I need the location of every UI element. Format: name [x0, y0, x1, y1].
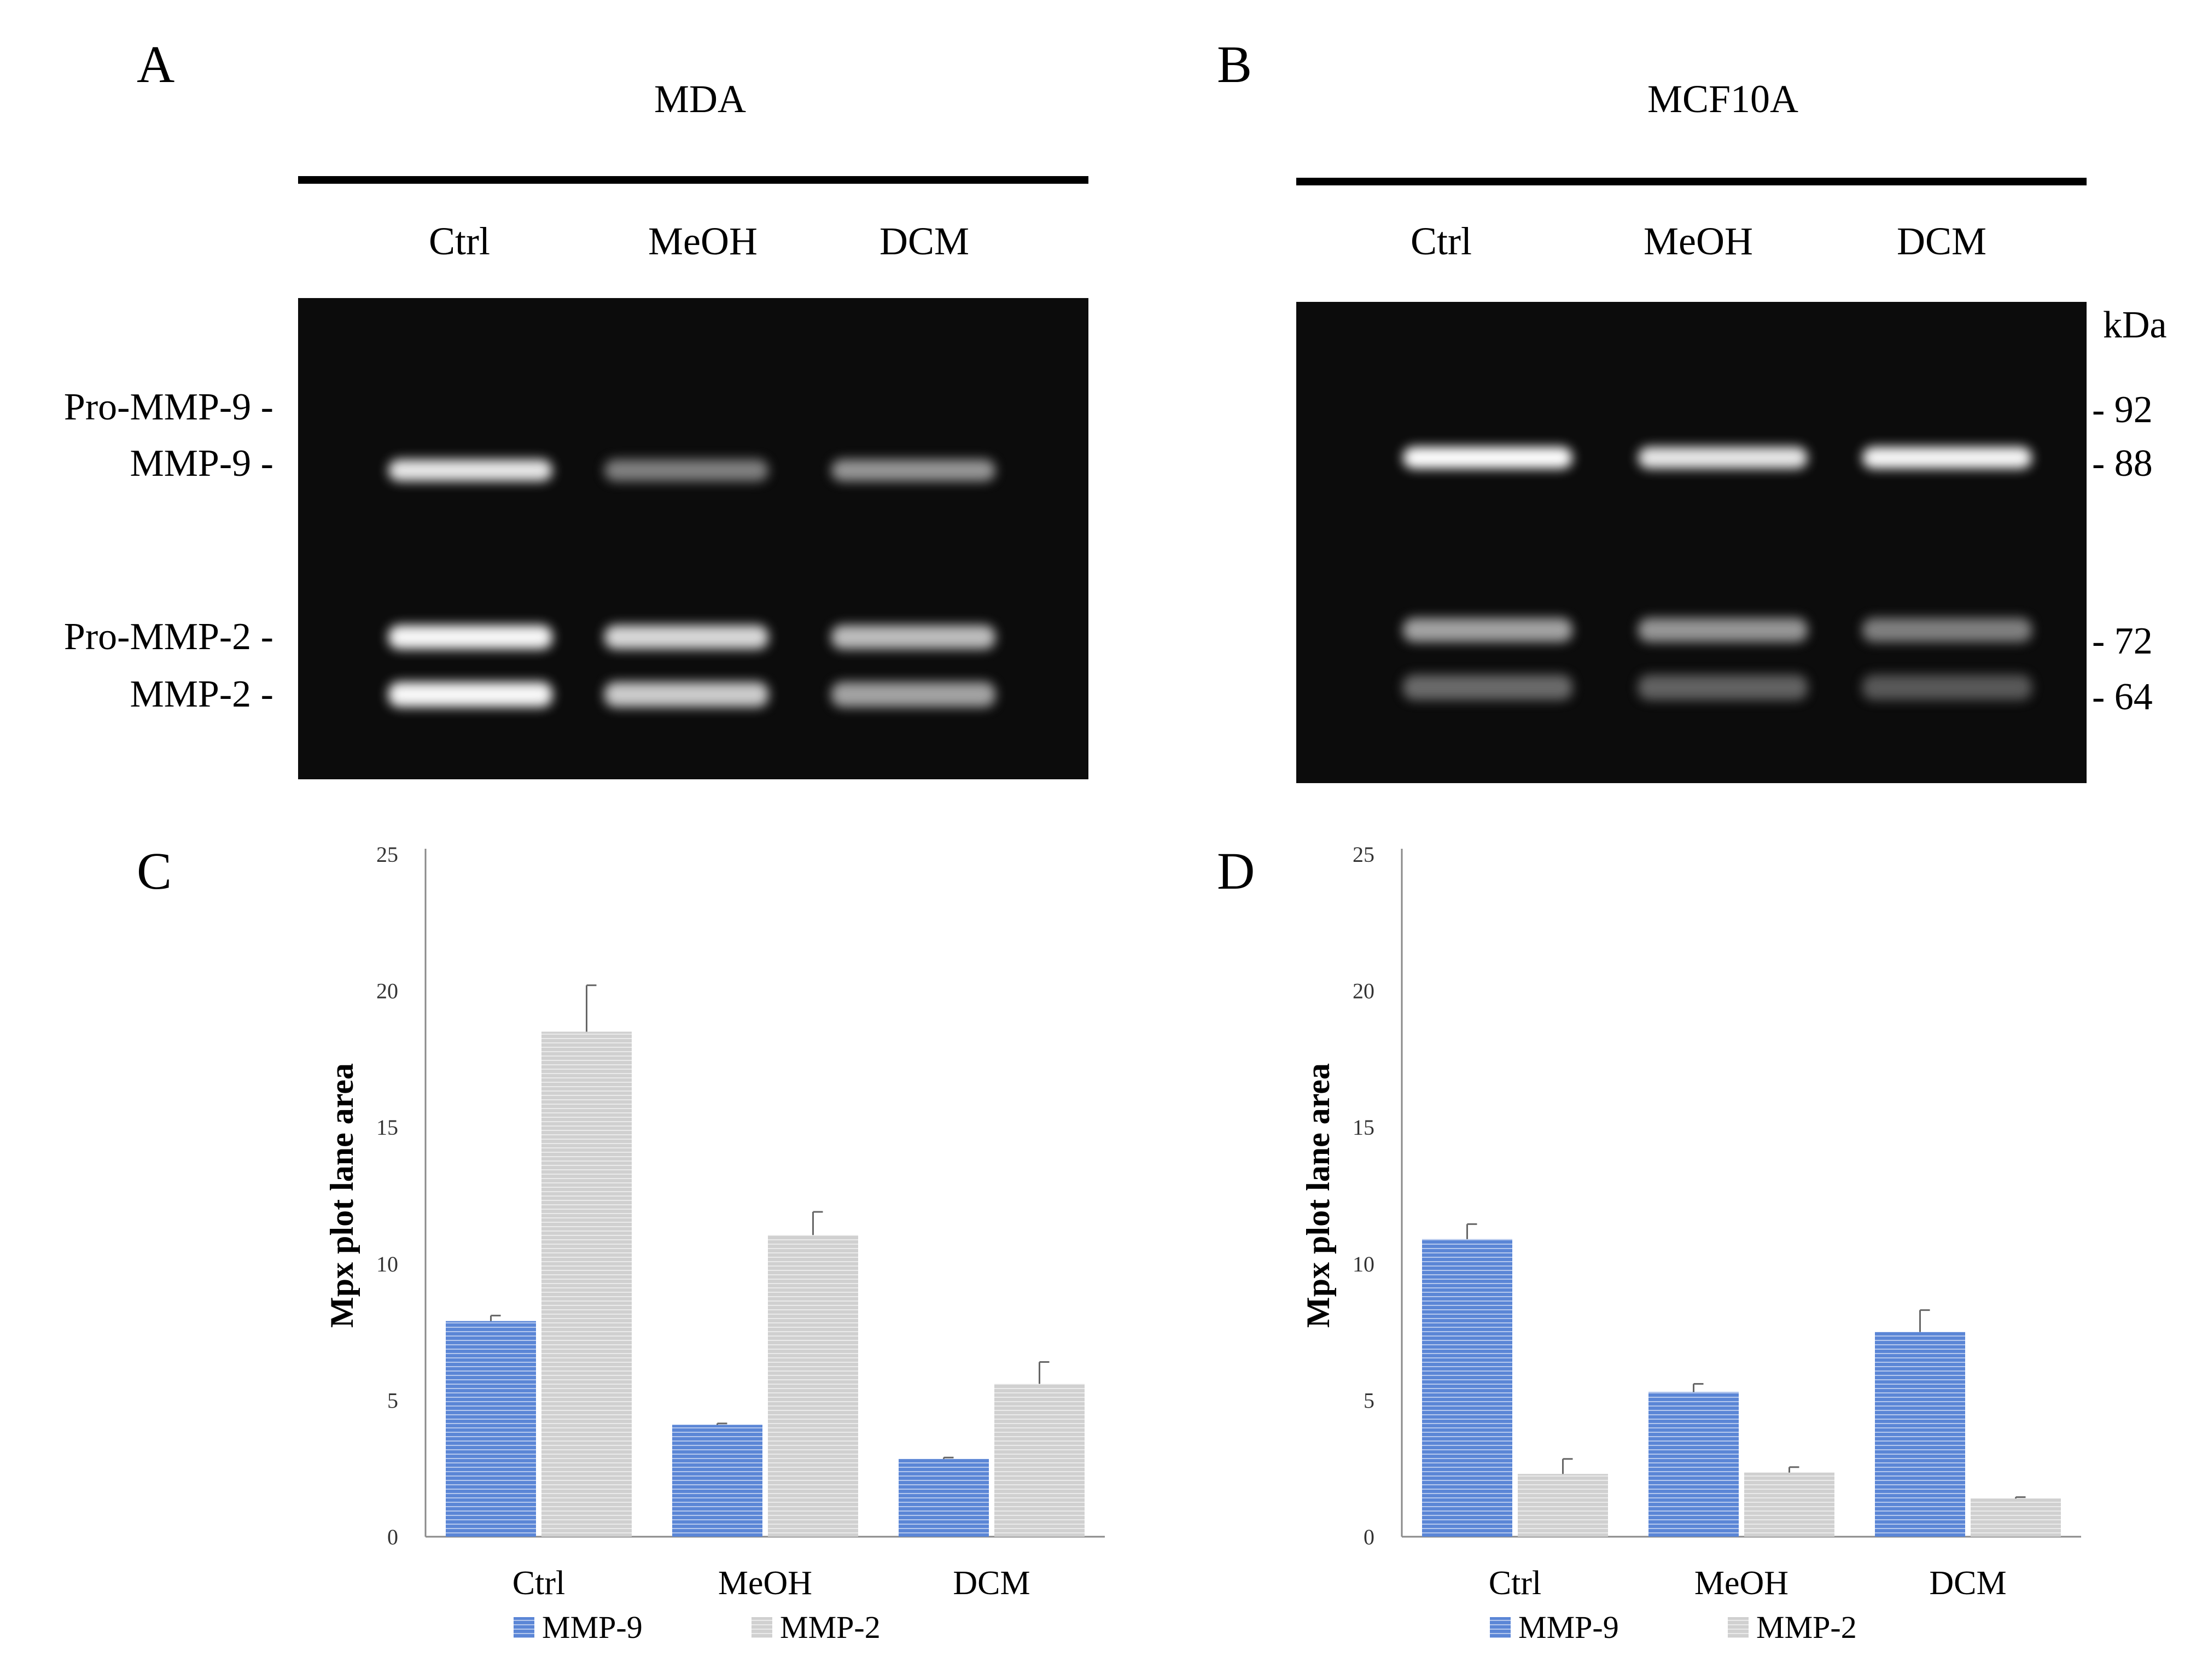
- band-label-pro-mmp9: Pro-MMP-9 -: [63, 386, 273, 428]
- y-tick-label: 0: [387, 1525, 398, 1549]
- band-label-pro-mmp2: Pro-MMP-2 -: [63, 616, 273, 658]
- panel-b-title: MCF10A: [1647, 77, 1799, 121]
- legend-swatch-mmp-9: [514, 1617, 534, 1638]
- gel-image-mda: [298, 298, 1088, 779]
- panel-b-rule: [1296, 178, 2087, 185]
- gel-band-mmp2-pro-lane-1: [1403, 618, 1572, 642]
- gel-band-mmp2-pro-lane-3: [1862, 618, 2032, 642]
- legend-label-mmp-9: MMP-9: [1518, 1609, 1619, 1645]
- gel-band-mmp9-lane-1: [388, 459, 552, 481]
- bar-mmp-9-ctrl: [446, 1321, 536, 1537]
- gel-band-mmp9-lane-1: [1403, 447, 1572, 469]
- panel-a-lane-ctrl: Ctrl: [428, 219, 490, 263]
- panel-b-lane-dcm: DCM: [1896, 219, 1987, 263]
- y-tick-label: 25: [1353, 842, 1374, 867]
- gel-band-mmp2-pro-lane-1: [388, 625, 552, 649]
- panel-letter-a: A: [137, 35, 175, 94]
- marker-88: - 88: [2092, 442, 2153, 485]
- gel-band-mmp2-lane-2: [1638, 675, 1808, 700]
- bar-chart-mcf10a: 0 5 10 15 20 25 Mpx plot lane area Ctrl MeOH DCM M…: [1300, 842, 2081, 1645]
- y-tick-label: 15: [376, 1115, 398, 1140]
- legend-label-mmp-2: MMP-2: [1756, 1609, 1857, 1645]
- panel-letter-c: C: [137, 842, 172, 900]
- bar-mmp-2-ctrl: [1518, 1474, 1608, 1537]
- gel-band-mmp2-lane-2: [604, 682, 768, 707]
- legend-label-mmp-2: MMP-2: [780, 1609, 881, 1645]
- y-tick-label: 20: [376, 979, 398, 1004]
- y-tick-label: 5: [387, 1388, 398, 1413]
- y-tick-label: 10: [1353, 1252, 1374, 1276]
- panel-a-rule: [298, 176, 1088, 184]
- x-tick-label: MeOH: [1694, 1565, 1788, 1602]
- gel-band-mmp2-pro-lane-3: [831, 625, 995, 649]
- legend-swatch-mmp-2: [751, 1617, 772, 1638]
- bar-mmp-9-meoh: [672, 1425, 762, 1537]
- bar-mmp-2-meoh: [1744, 1472, 1834, 1537]
- gel-band-mmp9-lane-3: [831, 459, 995, 481]
- legend-swatch-mmp-9: [1490, 1617, 1511, 1638]
- gel-band-mmp2-pro-lane-2: [1638, 618, 1808, 642]
- x-tick-label: MeOH: [718, 1565, 812, 1602]
- x-tick-label: DCM: [1929, 1565, 2006, 1602]
- y-tick-label: 25: [376, 842, 398, 867]
- legend-swatch-mmp-2: [1728, 1617, 1749, 1638]
- panel-b-lane-ctrl: Ctrl: [1410, 219, 1472, 263]
- bar-mmp-9-meoh: [1648, 1392, 1739, 1537]
- panel-a-lane-dcm: DCM: [879, 219, 970, 263]
- marker-92: - 92: [2092, 389, 2153, 431]
- gel-band-mmp2-pro-lane-2: [604, 625, 768, 649]
- band-label-mmp2: MMP-2 -: [130, 673, 273, 715]
- y-tick-label: 5: [1364, 1388, 1374, 1413]
- panel-a-title: MDA: [654, 77, 746, 121]
- gel-band-mmp9-lane-3: [1862, 447, 2032, 469]
- marker-64: - 64: [2092, 676, 2153, 718]
- gel-band-mmp2-lane-1: [388, 682, 552, 707]
- kda-unit-label: kDa: [2103, 304, 2167, 346]
- band-label-mmp9: MMP-9 -: [130, 442, 273, 485]
- bar-mmp-9-ctrl: [1422, 1239, 1512, 1537]
- bar-chart-mda: 0 5 10 15 20 25 Mpx plot lane area Ctrl MeOH DCM M…: [324, 842, 1105, 1645]
- panel-a-lane-meoh: MeOH: [648, 219, 758, 263]
- gel-band-mmp9-lane-2: [604, 459, 768, 481]
- bar-mmp-9-dcm: [1875, 1332, 1965, 1537]
- gel-image-mcf10a: [1296, 302, 2087, 783]
- panel-letter-b: B: [1217, 35, 1252, 94]
- panel-b-lane-meoh: MeOH: [1644, 219, 1753, 263]
- x-tick-label: Ctrl: [1489, 1565, 1541, 1602]
- gel-band-mmp2-lane-3: [831, 682, 995, 707]
- bar-mmp-2-dcm: [994, 1384, 1085, 1537]
- y-axis-label: Mpx plot lane area: [1300, 1063, 1336, 1328]
- bar-mmp-9-dcm: [899, 1459, 989, 1537]
- panel-letter-d: D: [1217, 842, 1255, 900]
- y-tick-label: 0: [1364, 1525, 1374, 1549]
- y-tick-label: 10: [376, 1252, 398, 1276]
- gel-band-mmp9-lane-2: [1638, 447, 1808, 469]
- y-axis-label: Mpx plot lane area: [324, 1063, 360, 1328]
- gel-band-mmp2-lane-3: [1862, 675, 2032, 700]
- bar-mmp-2-dcm: [1971, 1498, 2061, 1537]
- bar-mmp-2-ctrl: [541, 1031, 632, 1537]
- y-tick-label: 15: [1353, 1115, 1374, 1140]
- gel-background: [1296, 302, 2087, 783]
- x-tick-label: DCM: [953, 1565, 1030, 1602]
- bar-mmp-2-meoh: [768, 1235, 858, 1537]
- legend-label-mmp-9: MMP-9: [542, 1609, 643, 1645]
- y-tick-label: 20: [1353, 979, 1374, 1004]
- marker-72: - 72: [2092, 620, 2153, 662]
- x-tick-label: Ctrl: [512, 1565, 565, 1602]
- gel-band-mmp2-lane-1: [1403, 675, 1572, 700]
